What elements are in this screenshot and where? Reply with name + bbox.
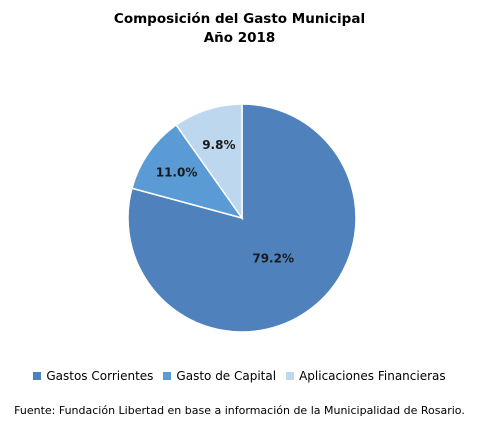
legend-item-3: Aplicaciones Financieras	[286, 369, 446, 383]
legend-label-2: Gasto de Capital	[176, 369, 277, 383]
legend-swatch-1	[33, 372, 42, 380]
chart-title-line1: Composición del Gasto Municipal	[113, 11, 366, 27]
pie-slice-3	[175, 103, 243, 221]
legend: Gastos Corrientes Gasto de Capital Aplicac…	[0, 369, 479, 383]
pie-slice-2	[131, 123, 244, 220]
legend-label-3: Aplicaciones Financieras	[299, 369, 446, 383]
chart-title-line2: Año 2018	[203, 30, 276, 46]
legend-item-1: Gastos Corrientes	[33, 369, 153, 383]
source-note: Fuente: Fundación Libertad en base a inf…	[14, 404, 465, 417]
legend-label-1: Gastos Corrientes	[46, 369, 154, 383]
pie-data-label-2: 11.0%	[156, 165, 198, 179]
pie-data-label-3: 9.8%	[202, 138, 235, 152]
legend-swatch-3	[286, 372, 295, 380]
chart-title: Composición del Gasto Municipal Año 2018	[0, 10, 479, 48]
legend-swatch-2	[163, 372, 172, 380]
legend-item-2: Gasto de Capital	[163, 369, 276, 383]
pie-data-label-1: 79.2%	[252, 252, 294, 266]
